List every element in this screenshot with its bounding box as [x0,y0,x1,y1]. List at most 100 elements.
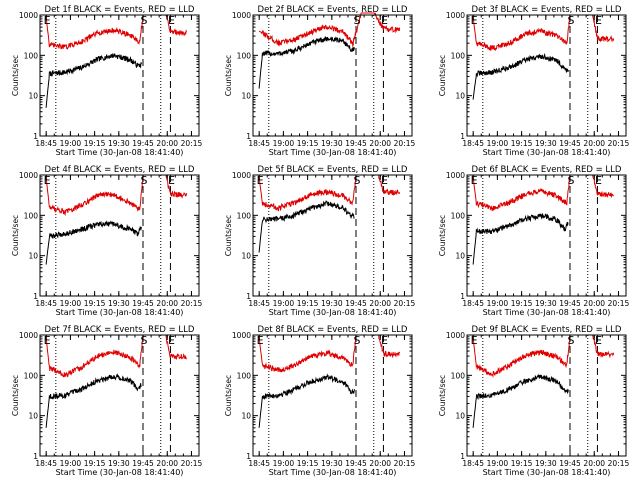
marker-s-label: S [140,334,147,347]
y-tick-label: 10 [241,252,251,261]
x-tick-label: 18:45 [35,459,57,468]
panel-det-6f: Det 6f BLACK = Events, RED = LLD 1 10 100 10… [438,165,629,317]
panel-title: Det 1f BLACK = Events, RED = LLD [45,5,195,15]
x-tick-label: 19:00 [487,139,509,148]
lld-series-line [45,334,187,378]
plot-frame [39,14,200,137]
y-tick-label: 100 [237,211,252,220]
y-tick-label: 10 [241,92,251,101]
y-tick-label: 1 [33,452,38,461]
x-tick-label: 19:30 [108,299,130,308]
y-axis-label: Counts/sec [438,375,447,416]
y-tick-label: 10 [28,412,38,421]
marker-e-label: E [381,14,388,27]
marker-e-label: E [44,174,51,187]
marker-e-label: E [257,334,264,347]
marker-e-label: E [168,174,175,187]
x-tick-label: 19:45 [559,299,581,308]
y-axis-label: Counts/sec [438,215,447,256]
x-tick-label: 19:15 [297,459,319,468]
x-tick-label: 20:15 [608,139,630,148]
x-tick-label: 20:00 [156,139,178,148]
x-tick-label: 19:00 [60,459,82,468]
y-tick-label: 1000 [232,171,251,180]
plot-frame [39,174,200,297]
marker-e-label: E [381,174,388,187]
lld-series-line [258,174,401,212]
marker-e-label: E [471,14,478,27]
marker-e-label: E [381,334,388,347]
x-tick-label: 19:00 [273,139,295,148]
y-tick-label: 10 [28,252,38,261]
y-axis-label: Counts/sec [224,375,233,416]
y-tick-label: 1 [33,292,38,301]
x-tick-label: 19:00 [273,459,295,468]
x-tick-label: 19:30 [321,139,343,148]
y-tick-label: 1 [460,132,465,141]
x-tick-label: 20:00 [583,299,605,308]
plot-frame [252,14,413,137]
panel-det-4f: Det 4f BLACK = Events, RED = LLD 1 10 100 10… [11,165,202,317]
panel-title: Det 2f BLACK = Events, RED = LLD [258,5,408,15]
x-tick-label: 19:30 [108,139,130,148]
events-series-line [258,373,355,428]
marker-s-label: S [353,334,360,347]
y-tick-label: 1 [460,292,465,301]
x-tick-label: 19:00 [60,139,82,148]
plot-frame [252,334,413,457]
panel-det-7f: Det 7f BLACK = Events, RED = LLD 1 10 100 10… [11,325,202,477]
x-axis-label: Start Time (30-Jan-08 18:41:40) [269,468,397,477]
x-tick-label: 19:15 [297,139,319,148]
lld-series-line [45,14,188,50]
x-tick-label: 20:15 [181,139,203,148]
x-tick-label: 19:15 [511,299,533,308]
y-tick-label: 10 [455,252,465,261]
y-tick-label: 1000 [446,331,465,340]
x-tick-label: 19:00 [273,299,295,308]
x-tick-label: 20:15 [394,299,416,308]
x-tick-label: 20:00 [156,459,178,468]
x-tick-label: 20:00 [156,299,178,308]
marker-e-label: E [44,334,51,347]
x-tick-label: 19:15 [84,459,106,468]
marker-e-label: E [44,14,51,27]
panel-title: Det 6f BLACK = Events, RED = LLD [472,165,622,175]
panel-title: Det 3f BLACK = Events, RED = LLD [472,5,622,15]
y-tick-label: 1000 [232,331,251,340]
y-axis-label: Counts/sec [11,55,20,96]
panel-det-5f: Det 5f BLACK = Events, RED = LLD 1 10 100 10… [224,165,415,317]
x-axis-label: Start Time (30-Jan-08 18:41:40) [56,308,184,317]
panel-title: Det 4f BLACK = Events, RED = LLD [45,165,195,175]
x-tick-label: 20:15 [394,139,416,148]
x-axis-label: Start Time (30-Jan-08 18:41:40) [269,148,397,157]
x-tick-label: 19:30 [321,459,343,468]
x-tick-label: 20:00 [369,139,391,148]
y-tick-label: 100 [24,211,39,220]
y-tick-label: 100 [24,371,39,380]
y-tick-label: 10 [455,92,465,101]
plot-frame [252,174,413,297]
y-tick-label: 10 [241,412,251,421]
x-tick-label: 20:00 [369,459,391,468]
y-axis-label: Counts/sec [11,215,20,256]
x-tick-label: 19:00 [487,299,509,308]
marker-s-label: S [140,14,147,27]
x-tick-label: 20:15 [181,299,203,308]
x-tick-label: 20:00 [583,459,605,468]
x-axis-label: Start Time (30-Jan-08 18:41:40) [483,308,611,317]
y-axis-label: Counts/sec [438,55,447,96]
x-tick-label: 19:45 [132,139,154,148]
marker-s-label: S [140,174,147,187]
panel-det-9f: Det 9f BLACK = Events, RED = LLD 1 10 100 10… [438,325,629,477]
marker-s-label: S [567,14,574,27]
x-axis-label: Start Time (30-Jan-08 18:41:40) [483,468,611,477]
x-tick-label: 19:15 [511,139,533,148]
marker-e-label: E [168,14,175,27]
y-tick-label: 1 [246,452,251,461]
y-tick-label: 1000 [19,171,38,180]
panel-title: Det 7f BLACK = Events, RED = LLD [45,325,195,335]
x-tick-label: 18:45 [248,459,270,468]
lld-series-line [472,14,615,52]
panel-det-8f: Det 8f BLACK = Events, RED = LLD 1 10 100 10… [224,325,415,477]
plot-frame [466,14,627,137]
